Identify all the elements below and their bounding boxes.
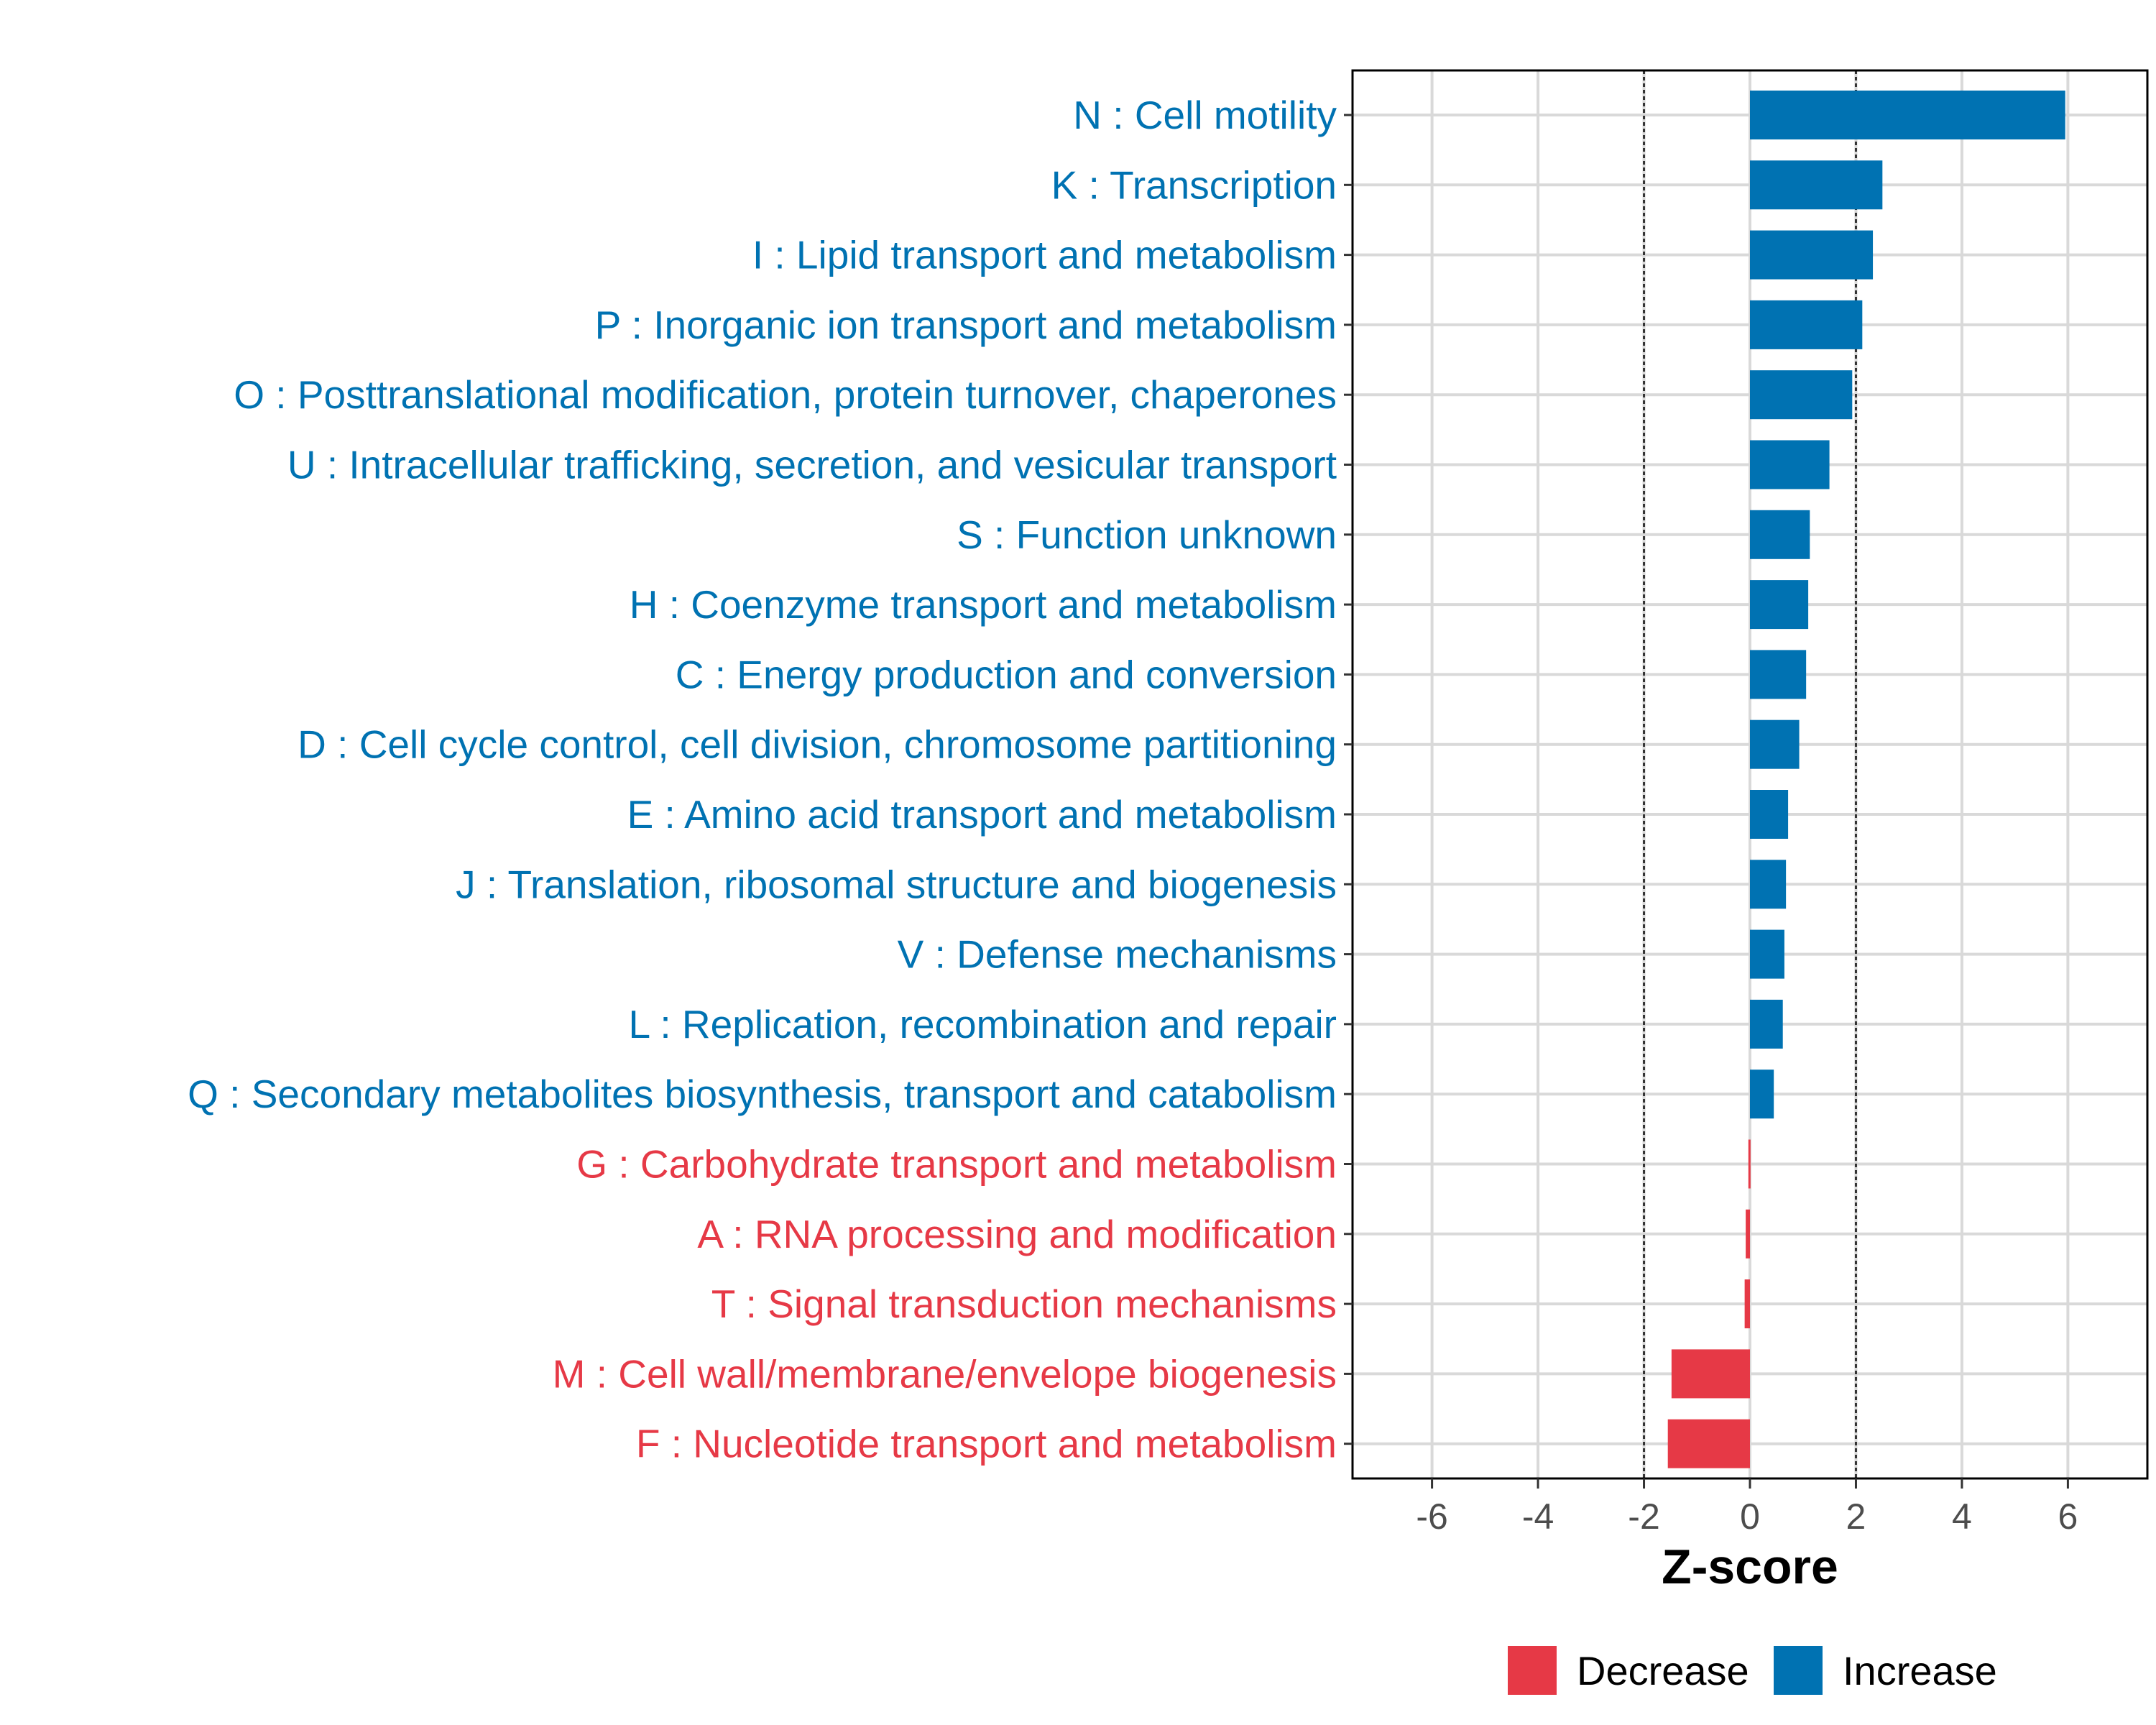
category-label: H : Coenzyme transport and metabolism (630, 582, 1337, 627)
bar (1750, 719, 1800, 769)
bar (1750, 650, 1807, 699)
category-label: D : Cell cycle control, cell division, c… (298, 722, 1337, 767)
x-tick-label: 2 (1846, 1496, 1866, 1537)
category-label: I : Lipid transport and metabolism (752, 233, 1337, 277)
category-label: L : Replication, recombination and repai… (629, 1002, 1337, 1046)
x-tick-label: -4 (1522, 1496, 1554, 1537)
legend-label: Decrease (1577, 1648, 1749, 1693)
bar (1750, 790, 1789, 839)
category-label: P : Inorganic ion transport and metaboli… (595, 303, 1337, 347)
category-label: S : Function unknown (957, 512, 1337, 557)
bar (1750, 300, 1863, 349)
x-tick-label: 4 (1952, 1496, 1972, 1537)
category-label: M : Cell wall/membrane/envelope biogenes… (553, 1351, 1337, 1396)
legend-label: Increase (1843, 1648, 1997, 1693)
bar (1748, 1139, 1751, 1189)
category-label: A : RNA processing and modification (697, 1212, 1337, 1256)
bar (1750, 510, 1810, 559)
bar (1750, 929, 1784, 979)
bars (1667, 91, 2065, 1468)
bar (1750, 230, 1874, 280)
category-label: C : Energy production and conversion (676, 652, 1337, 696)
category-label: N : Cell motility (1073, 93, 1337, 137)
category-label: O : Posttranslational modification, prot… (234, 372, 1337, 417)
bar (1746, 1209, 1750, 1259)
category-label: G : Carbohydrate transport and metabolis… (576, 1142, 1337, 1187)
x-axis-ticks (1431, 1478, 2069, 1489)
x-tick-label: -2 (1628, 1496, 1659, 1537)
bar (1750, 1070, 1774, 1119)
bar (1750, 999, 1783, 1049)
x-axis-title: Z-score (1662, 1540, 1838, 1594)
bar (1744, 1279, 1750, 1329)
bar (1750, 440, 1830, 489)
bar (1750, 91, 2065, 139)
bar (1750, 160, 1883, 210)
category-label: K : Transcription (1051, 162, 1337, 207)
category-labels: N : Cell motility K : Transcription I : Li… (188, 93, 1337, 1466)
legend-key (1774, 1646, 1823, 1695)
category-label: V : Defense mechanisms (898, 932, 1337, 977)
x-tick-labels: -6 -4 -2 0 2 4 6 (1416, 1496, 2078, 1537)
legend: Decrease Increase (1508, 1646, 1997, 1695)
bar (1750, 860, 1787, 909)
category-label: F : Nucleotide transport and metabolism (636, 1422, 1337, 1466)
y-axis-ticks (1344, 114, 1353, 1445)
bar (1671, 1349, 1750, 1399)
vertical-gridlines (1430, 70, 2070, 1478)
category-label: J : Translation, ribosomal structure and… (456, 862, 1337, 906)
bar (1750, 580, 1809, 630)
category-label: Q : Secondary metabolites biosynthesis, … (188, 1072, 1337, 1116)
category-label: T : Signal transduction mechanisms (711, 1282, 1337, 1326)
category-label: E : Amino acid transport and metabolism (627, 792, 1337, 837)
x-tick-label: 6 (2058, 1496, 2078, 1537)
category-label: U : Intracellular trafficking, secretion… (287, 443, 1337, 487)
legend-key (1508, 1646, 1557, 1695)
bar (1667, 1419, 1750, 1468)
x-tick-label: 0 (1740, 1496, 1760, 1537)
bar (1750, 370, 1853, 420)
x-tick-label: -6 (1416, 1496, 1447, 1537)
